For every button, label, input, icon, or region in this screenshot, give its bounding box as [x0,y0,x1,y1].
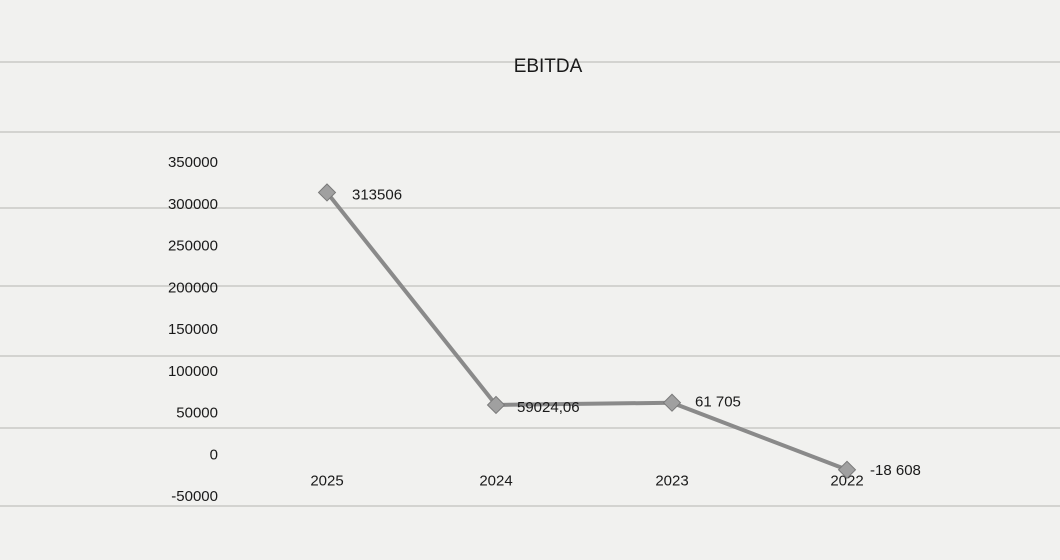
data-labels: 313506 59024,06 61 705 -18 608 [352,186,921,478]
y-tick-label: 50000 [176,405,218,422]
x-tick-label: 2025 [310,472,343,489]
data-point-marker [837,460,857,479]
y-tick-label: 300000 [168,196,218,213]
y-tick-label: 150000 [168,321,218,338]
data-point-marker [662,393,682,412]
data-label: 59024,06 [517,399,580,416]
y-tick-label: -50000 [171,488,218,505]
data-label: 61 705 [695,394,741,411]
x-tick-label: 2022 [830,472,863,489]
data-point-marker [486,395,506,415]
x-tick-label: 2023 [655,472,688,489]
background-scan-lines [0,61,1060,507]
y-tick-label: 0 [210,446,218,463]
x-tick-label: 2024 [479,472,512,489]
series-line [325,191,848,472]
y-tick-label: 100000 [168,363,218,380]
x-axis-ticks: 2025 2024 2023 2022 [310,472,863,489]
series-markers [317,183,857,479]
y-axis-ticks: 350000 300000 250000 200000 150000 100000 5000… [168,154,218,505]
y-tick-label: 250000 [168,238,218,255]
data-label: 313506 [352,186,402,203]
y-tick-label: 200000 [168,279,218,296]
chart-title: EBITDA [514,56,583,77]
data-point-marker [317,183,337,202]
data-label: -18 608 [870,462,921,479]
y-tick-label: 350000 [168,154,218,171]
